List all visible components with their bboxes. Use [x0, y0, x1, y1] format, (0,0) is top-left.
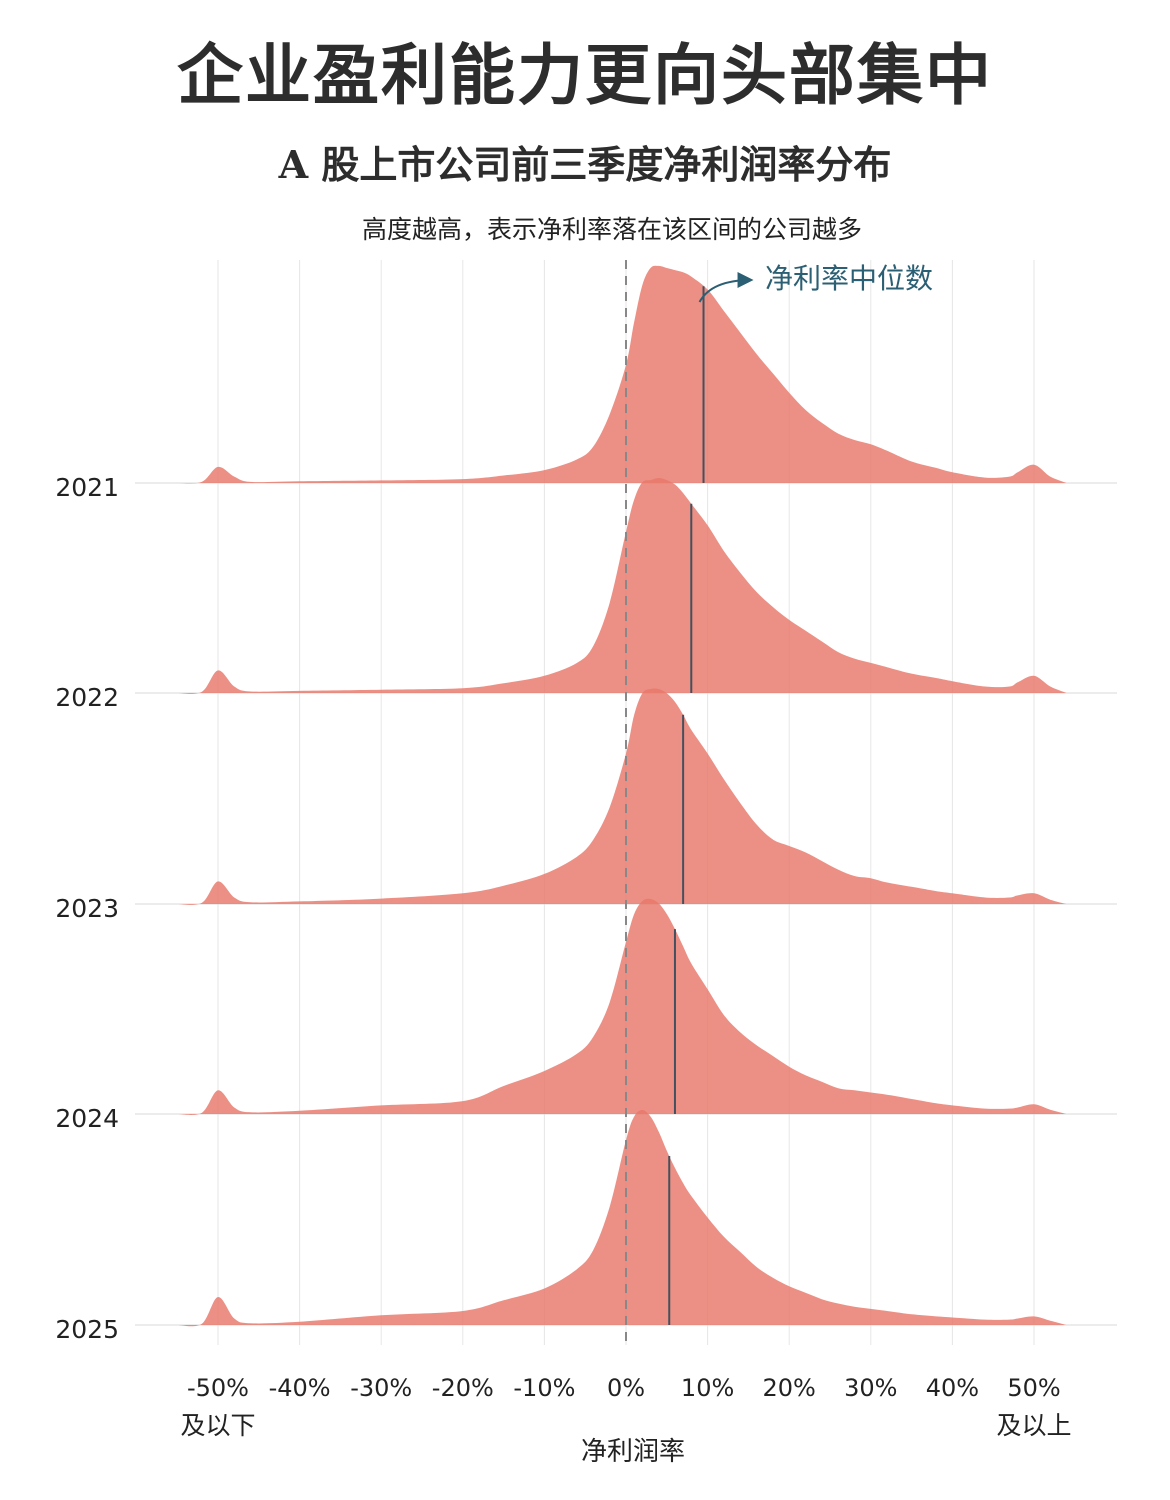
- year-label: 2022: [55, 683, 119, 712]
- x-tick-label: -40%: [269, 1374, 331, 1402]
- chart-note: 高度越高，表示净利率落在该区间的公司越多: [362, 215, 863, 244]
- density-ridge-2023: [177, 688, 1067, 905]
- median-annotation-label: 净利率中位数: [765, 262, 933, 295]
- x-extreme-left-label: 及以下: [180, 1411, 255, 1440]
- x-tick-label: 50%: [1007, 1374, 1060, 1402]
- density-ridge-2024: [177, 898, 1067, 1115]
- x-tick-label: -20%: [432, 1374, 494, 1402]
- x-axis-title: 净利润率: [581, 1437, 685, 1467]
- median-annotation-arrow: [698, 272, 754, 303]
- ridge-layer: [177, 265, 1067, 1327]
- density-ridge-2025: [177, 1110, 1067, 1327]
- x-tick-label: 10%: [681, 1374, 734, 1402]
- x-tick-label: -10%: [513, 1374, 575, 1402]
- x-tick-label: 20%: [763, 1374, 816, 1402]
- chart-title: 企业盈利能力更向头部集中: [177, 36, 993, 114]
- year-label: 2024: [55, 1104, 119, 1133]
- chart-subtitle: A 股上市公司前三季度净利润率分布: [278, 142, 892, 187]
- density-ridge-2022: [177, 478, 1067, 694]
- x-tick-label: -30%: [350, 1374, 412, 1402]
- x-tick-label: 30%: [844, 1374, 897, 1402]
- x-extreme-right-label: 及以上: [996, 1411, 1071, 1440]
- x-tick-label: -50%: [187, 1374, 249, 1402]
- year-label: 2025: [55, 1315, 119, 1344]
- label-layer: 2021 2022 2023 2024 2025 净利率中位数 -50% -40% -30% -2…: [55, 262, 1071, 1467]
- density-ridge-2021: [177, 265, 1067, 484]
- year-label: 2021: [55, 473, 119, 502]
- year-label: 2023: [55, 894, 119, 923]
- x-tick-label: 0%: [607, 1374, 645, 1402]
- x-tick-label: 40%: [926, 1374, 979, 1402]
